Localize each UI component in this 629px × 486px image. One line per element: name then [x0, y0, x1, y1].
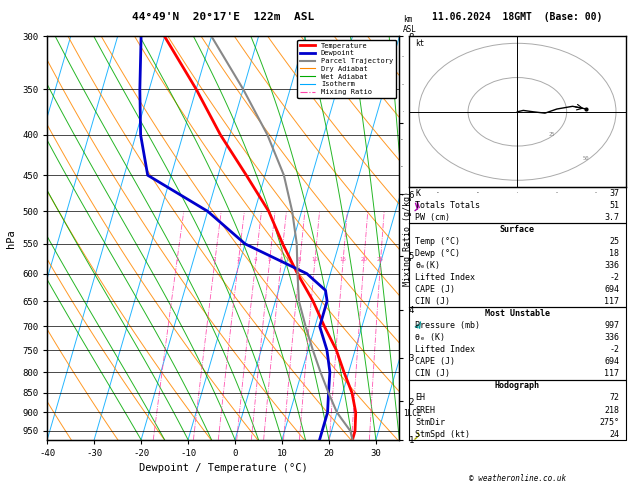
Text: 1: 1	[175, 258, 179, 262]
Text: 2: 2	[213, 258, 216, 262]
Text: Most Unstable: Most Unstable	[485, 309, 550, 318]
Text: 694: 694	[604, 285, 620, 294]
Text: Surface: Surface	[500, 225, 535, 234]
Text: CIN (J): CIN (J)	[415, 369, 450, 379]
Text: -2: -2	[610, 346, 620, 354]
Text: 44°49'N  20°17'E  122m  ASL: 44°49'N 20°17'E 122m ASL	[132, 12, 314, 22]
Text: Dewp (°C): Dewp (°C)	[415, 249, 460, 258]
Text: 117: 117	[604, 297, 620, 306]
Text: Temp (°C): Temp (°C)	[415, 237, 460, 246]
Text: 37: 37	[610, 189, 620, 198]
Text: 24: 24	[610, 430, 620, 438]
Text: 8: 8	[298, 258, 301, 262]
Text: 275°: 275°	[599, 417, 620, 427]
Text: 336: 336	[604, 261, 620, 270]
Text: Mixing Ratio (g/kg): Mixing Ratio (g/kg)	[403, 191, 411, 286]
Text: 20: 20	[360, 258, 367, 262]
Text: Lifted Index: Lifted Index	[415, 346, 476, 354]
Text: 1LCL: 1LCL	[403, 409, 421, 418]
Text: K: K	[415, 189, 420, 198]
Text: StmDir: StmDir	[415, 417, 445, 427]
Text: CIN (J): CIN (J)	[415, 297, 450, 306]
Text: © weatheronline.co.uk: © weatheronline.co.uk	[469, 474, 566, 483]
Text: 25: 25	[377, 258, 384, 262]
Text: 10: 10	[311, 258, 318, 262]
Text: StmSpd (kt): StmSpd (kt)	[415, 430, 470, 438]
Text: 11.06.2024  18GMT  (Base: 00): 11.06.2024 18GMT (Base: 00)	[432, 12, 603, 22]
Text: 4: 4	[254, 258, 257, 262]
Text: 997: 997	[604, 321, 620, 330]
Text: 694: 694	[604, 357, 620, 366]
Text: Lifted Index: Lifted Index	[415, 273, 476, 282]
Text: 336: 336	[604, 333, 620, 342]
Text: 5: 5	[268, 258, 271, 262]
Text: 50: 50	[583, 156, 589, 161]
Text: Hodograph: Hodograph	[495, 382, 540, 390]
Text: 3: 3	[237, 258, 240, 262]
Text: EH: EH	[415, 394, 425, 402]
Y-axis label: hPa: hPa	[6, 229, 16, 247]
Text: 25: 25	[548, 132, 555, 137]
Text: 25: 25	[610, 237, 620, 246]
Text: 218: 218	[604, 405, 620, 415]
Text: 117: 117	[604, 369, 620, 379]
Text: 15: 15	[340, 258, 347, 262]
Text: θₑ (K): θₑ (K)	[415, 333, 445, 342]
Text: Totals Totals: Totals Totals	[415, 201, 481, 210]
Text: km
ASL: km ASL	[403, 15, 417, 35]
Text: 6: 6	[279, 258, 283, 262]
Text: 18: 18	[610, 249, 620, 258]
Text: 72: 72	[610, 394, 620, 402]
Text: kt: kt	[415, 39, 424, 48]
Text: CAPE (J): CAPE (J)	[415, 285, 455, 294]
Text: CAPE (J): CAPE (J)	[415, 357, 455, 366]
Text: θₑ(K): θₑ(K)	[415, 261, 440, 270]
Text: SREH: SREH	[415, 405, 435, 415]
Text: 51: 51	[610, 201, 620, 210]
Text: Pressure (mb): Pressure (mb)	[415, 321, 481, 330]
Text: 3.7: 3.7	[604, 213, 620, 222]
Text: PW (cm): PW (cm)	[415, 213, 450, 222]
Legend: Temperature, Dewpoint, Parcel Trajectory, Dry Adiabat, Wet Adiabat, Isotherm, Mi: Temperature, Dewpoint, Parcel Trajectory…	[298, 40, 396, 98]
Text: -2: -2	[610, 273, 620, 282]
X-axis label: Dewpoint / Temperature (°C): Dewpoint / Temperature (°C)	[139, 464, 308, 473]
